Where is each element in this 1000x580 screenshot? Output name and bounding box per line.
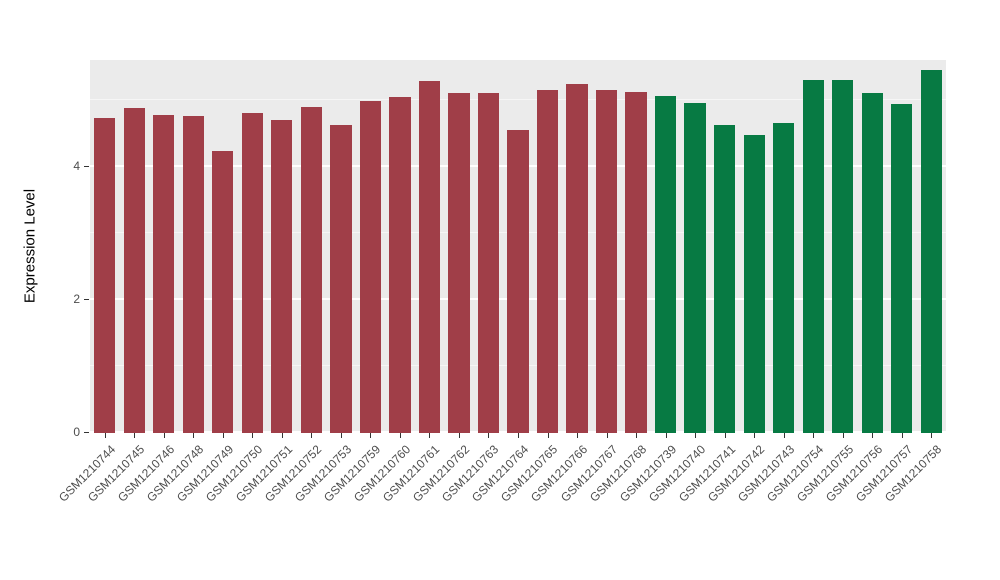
y-axis-tick: [84, 432, 89, 433]
bar-GSM1210739: [654, 95, 677, 433]
bar-GSM1210763: [477, 93, 500, 433]
plot-panel: [90, 60, 946, 433]
x-axis-tick: [872, 433, 874, 438]
bar-GSM1210762: [448, 93, 470, 433]
bar-GSM1210755: [832, 79, 854, 433]
x-axis-tick: [488, 433, 490, 438]
x-axis-tick: [931, 433, 933, 438]
x-axis-tick: [842, 433, 844, 438]
x-axis-tick: [665, 433, 667, 438]
bar-GSM1210768: [625, 91, 647, 433]
bar-GSM1210759: [359, 101, 382, 433]
gridline-minor: [90, 98, 946, 100]
bar-GSM1210740: [684, 102, 706, 433]
bar-GSM1210766: [566, 83, 588, 433]
bar-GSM1210743: [773, 123, 795, 433]
x-axis-tick: [901, 433, 903, 438]
bar-GSM1210754: [802, 79, 824, 433]
bar-GSM1210750: [241, 113, 263, 433]
bar-GSM1210765: [536, 89, 559, 433]
y-axis-tick: [84, 165, 89, 167]
x-axis-tick: [429, 433, 431, 438]
bar-GSM1210742: [743, 134, 765, 433]
x-axis-tick: [193, 433, 195, 438]
x-axis-tick: [222, 433, 224, 438]
x-axis-tick: [163, 433, 165, 438]
bar-GSM1210752: [300, 106, 322, 433]
bar-GSM1210745: [123, 107, 145, 433]
x-axis-tick: [340, 433, 342, 438]
x-axis-tick: [695, 433, 697, 438]
x-axis-tick: [281, 433, 283, 438]
x-axis-tick: [370, 433, 372, 438]
bar-GSM1210753: [330, 124, 352, 433]
x-axis-tick: [606, 433, 608, 438]
bar-GSM1210748: [182, 115, 204, 433]
x-axis-tick: [577, 433, 579, 438]
y-tick-label: 2: [73, 291, 80, 306]
bar-GSM1210749: [212, 150, 234, 433]
bar-GSM1210767: [595, 89, 618, 433]
bar-GSM1210757: [891, 103, 913, 433]
x-axis-tick: [783, 433, 785, 438]
y-tick-label: 4: [73, 158, 80, 173]
x-axis-tick: [311, 433, 313, 438]
bar-GSM1210756: [861, 93, 883, 433]
bar-GSM1210741: [713, 124, 736, 433]
bar-GSM1210758: [920, 70, 942, 433]
x-axis-tick: [134, 433, 136, 438]
x-axis-tick: [813, 433, 815, 438]
bar-GSM1210744: [94, 117, 116, 433]
bar-GSM1210760: [389, 96, 411, 433]
x-axis-tick: [399, 433, 401, 438]
y-axis-title: Expression Level: [21, 188, 39, 304]
y-axis-tick: [84, 298, 89, 300]
x-axis-tick: [518, 433, 519, 438]
bar-GSM1210761: [418, 81, 441, 433]
x-axis-tick: [104, 433, 106, 438]
x-axis-tick: [252, 433, 254, 438]
x-axis-tick: [724, 433, 726, 438]
bar-GSM1210746: [153, 114, 175, 433]
x-axis-tick: [547, 433, 549, 438]
bar-GSM1210764: [507, 129, 529, 433]
x-axis-tick: [636, 433, 638, 438]
y-tick-label: 0: [73, 425, 80, 439]
x-axis-tick: [754, 433, 756, 438]
x-axis-tick: [458, 433, 460, 438]
bar-GSM1210751: [271, 119, 293, 433]
